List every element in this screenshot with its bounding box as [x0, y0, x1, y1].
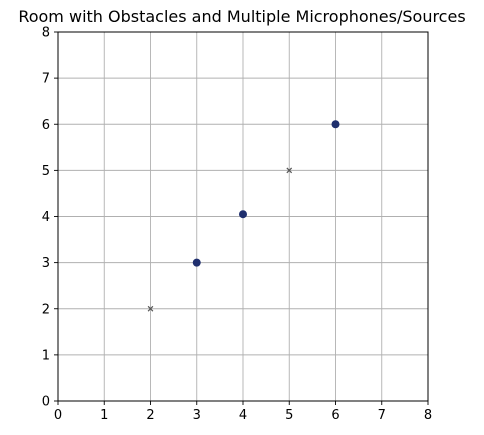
y-tick-label: 4 — [42, 210, 50, 225]
y-tick-label: 6 — [42, 118, 50, 133]
x-tick-label: 2 — [146, 408, 154, 423]
x-tick-label: 5 — [285, 408, 293, 423]
chart-title: Room with Obstacles and Multiple Microph… — [18, 7, 465, 26]
y-tick-label: 3 — [42, 256, 50, 271]
data-point-circle — [192, 258, 201, 267]
y-tick-label: 2 — [42, 302, 50, 317]
tick-labels: 0 1 2 3 4 5 6 7 8 0 1 2 3 4 5 6 7 8 — [42, 26, 432, 424]
data-points — [147, 120, 340, 312]
y-tick-label: 8 — [42, 26, 50, 41]
axes — [54, 31, 429, 405]
x-tick-label: 7 — [378, 408, 386, 423]
data-point-x — [147, 305, 154, 312]
x-tick-label: 8 — [424, 408, 432, 423]
y-tick-label: 0 — [42, 395, 50, 410]
data-point-x-stroke — [286, 167, 293, 174]
data-point-x-stroke — [147, 305, 154, 312]
x-tick-label: 6 — [331, 408, 339, 423]
data-point-circle — [331, 120, 340, 129]
y-tick-label: 5 — [42, 164, 50, 179]
x-tick-label: 0 — [54, 408, 62, 423]
x-tick-label: 4 — [239, 408, 247, 423]
plot-frame — [57, 31, 429, 402]
y-tick-label: 1 — [42, 348, 50, 363]
x-tick-label: 3 — [193, 408, 201, 423]
data-point-circle — [238, 210, 247, 219]
x-tick-label: 1 — [100, 408, 108, 423]
y-tick-label: 7 — [42, 72, 50, 87]
data-point-x — [286, 167, 293, 174]
